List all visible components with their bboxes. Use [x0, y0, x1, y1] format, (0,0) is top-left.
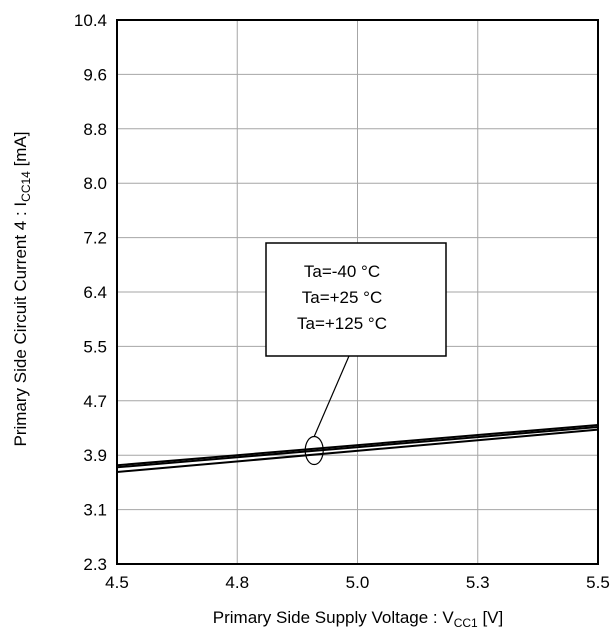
x-axis-label-main: Primary Side Supply Voltage : V: [213, 608, 455, 627]
y-tick-label: 10.4: [74, 11, 107, 30]
x-axis-label-subscript: CC1: [454, 616, 478, 630]
plot-frame: [116, 19, 599, 565]
series-line-3: [116, 428, 599, 473]
y-tick-label: 9.6: [83, 65, 107, 84]
y-tick-label: 8.0: [83, 174, 107, 193]
y-tick-label: 6.4: [83, 283, 107, 302]
legend-box: [265, 242, 447, 357]
legend-pointer-ellipse: [304, 435, 324, 466]
y-tick-label: 8.8: [83, 120, 107, 139]
y-tick-label: 3.1: [83, 501, 107, 520]
legend-entry-1: Ta=-40 °C: [304, 262, 380, 281]
x-axis-label: Primary Side Supply Voltage : VCC1 [V]: [213, 608, 504, 630]
series-line-1: [116, 423, 599, 467]
y-tick-label: 3.9: [83, 446, 107, 465]
legend-pointer-line: [313, 355, 350, 437]
legend-entry-2: Ta=+25 °C: [302, 288, 383, 307]
y-tick-label: 7.2: [83, 229, 107, 248]
series-line-2: [116, 425, 599, 469]
y-axis-label-subscript: CC14: [19, 171, 33, 202]
x-tick-labels: 4.5 4.8 5.0 5.3 5.5: [105, 573, 610, 592]
legend: Ta=-40 °C Ta=+25 °C Ta=+125 °C: [265, 242, 447, 466]
x-tick-label: 5.5: [586, 573, 610, 592]
y-axis-label-unit: [mA]: [11, 131, 30, 171]
y-tick-label: 2.3: [83, 555, 107, 574]
y-axis-label: Primary Side Circuit Current 4 : ICC14 […: [11, 131, 33, 446]
y-axis-label-main: Primary Side Circuit Current 4 : I: [11, 202, 30, 447]
x-tick-label: 4.8: [225, 573, 249, 592]
x-axis-label-unit: [V]: [478, 608, 504, 627]
y-tick-labels: 10.4 9.6 8.8 8.0 7.2 6.4 5.5 4.7 3.9 3.1 2.3: [74, 11, 107, 574]
x-tick-label: 4.5: [105, 573, 129, 592]
x-tick-label: 5.0: [346, 573, 370, 592]
legend-entry-3: Ta=+125 °C: [297, 314, 387, 333]
x-tick-label: 5.3: [466, 573, 490, 592]
series-lines: [116, 423, 599, 473]
y-tick-label: 4.7: [83, 392, 107, 411]
y-tick-label: 5.5: [83, 337, 107, 356]
